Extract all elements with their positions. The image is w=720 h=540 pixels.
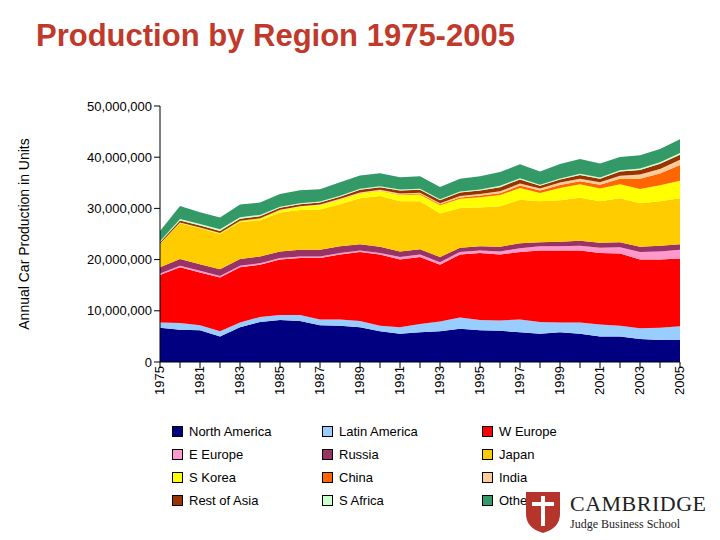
svg-text:10,000,000: 10,000,000	[87, 303, 152, 318]
svg-text:1995: 1995	[472, 366, 487, 395]
svg-text:40,000,000: 40,000,000	[87, 150, 152, 165]
html-text:Latin America: Latin America	[339, 424, 418, 439]
html-text:India: India	[499, 470, 528, 485]
svg-text:2003: 2003	[632, 366, 647, 395]
svg-text:1985: 1985	[272, 366, 287, 395]
html-text:North America: North America	[189, 424, 272, 439]
svg-text:30,000,000: 30,000,000	[87, 201, 152, 216]
svg-text:1991: 1991	[392, 366, 407, 395]
svg-text:1975: 1975	[152, 366, 167, 395]
html-text:Rest of Asia: Rest of Asia	[189, 493, 259, 508]
html-text:Production by Region 1975-2005: Production by Region 1975-2005	[36, 18, 515, 53]
html-text:E Europe: E Europe	[189, 447, 244, 462]
svg-text:1993: 1993	[432, 366, 447, 395]
svg-text:1981: 1981	[192, 366, 207, 395]
svg-text:1989: 1989	[352, 366, 367, 395]
svg-text:20,000,000: 20,000,000	[87, 252, 152, 267]
svg-text:1987: 1987	[312, 366, 327, 395]
html-text:Japan: Japan	[499, 447, 535, 462]
svg-text:1983: 1983	[232, 366, 247, 395]
html-text:CAMBRIDGE: CAMBRIDGE	[570, 491, 707, 516]
svg-text:50,000,000: 50,000,000	[87, 99, 152, 114]
svg-text:Annual Car Production in Units: Annual Car Production in Units	[16, 138, 32, 329]
html-text:Judge Business School: Judge Business School	[570, 517, 680, 531]
html-text:S Korea: S Korea	[189, 470, 236, 485]
html-text:Russia: Russia	[339, 447, 379, 462]
html-text:S Africa: S Africa	[339, 493, 384, 508]
html-text:W Europe: W Europe	[499, 424, 557, 439]
svg-text:2005: 2005	[672, 366, 687, 395]
html-text:China: China	[339, 470, 373, 485]
svg-text:1999: 1999	[552, 366, 567, 395]
html-text:Other: Other	[499, 493, 532, 508]
svg-text:2001: 2001	[592, 366, 607, 395]
svg-text:1997: 1997	[512, 366, 527, 395]
svg-text:0: 0	[145, 355, 152, 370]
